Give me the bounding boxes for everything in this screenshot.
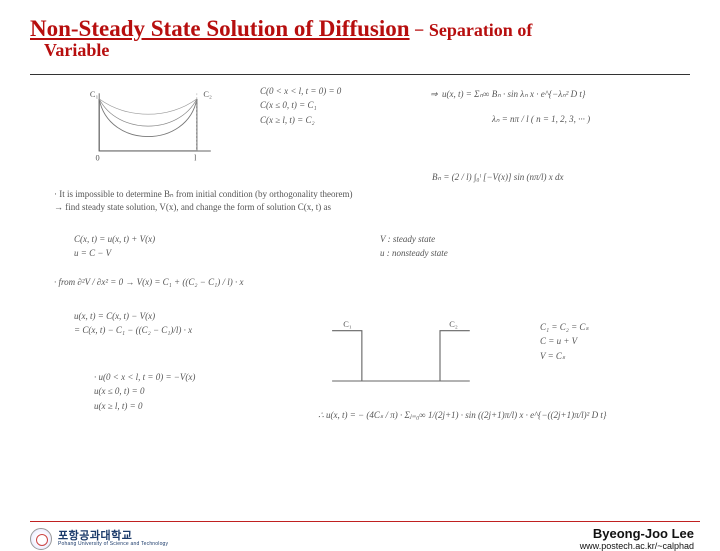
cconsts-l1: C₁ = C₂ = Cₛ — [540, 320, 589, 334]
logo-en: Pohang University of Science and Technol… — [58, 542, 168, 547]
author-credit: Byeong-Joo Lee www.postech.ac.kr/~calpha… — [580, 526, 694, 551]
graph-step-profile: C₁ C₂ — [320, 314, 480, 394]
implies-icon: ⇒ — [430, 89, 438, 99]
bc1-l2: C(x ≤ 0, t) = C₁ — [260, 98, 341, 112]
graph2-c2: C₂ — [449, 320, 458, 329]
title-dash: − — [410, 20, 429, 40]
note1-l2: → find steady state solution, V(x), and … — [54, 201, 353, 214]
series-solution: ⇒ u(x, t) = Σₙ∞ Bₙ · sin λₙ x · e^{−λₙ² … — [430, 86, 590, 128]
page-title-bar: Non-Steady State Solution of Diffusion −… — [0, 0, 720, 65]
bc1-l3: C(x ≥ l, t) = C₂ — [260, 113, 341, 127]
note1-l1: · It is impossible to determine Bₙ from … — [54, 188, 353, 201]
state-labels: V : steady state u : nonsteady state — [380, 232, 448, 261]
bc1-l1: C(0 < x < l, t = 0) = 0 — [260, 84, 341, 98]
content-area: C₁ C₂ 0 l C(0 < x < l, t = 0) = 0 C(x ≤ … — [50, 80, 690, 480]
graph1-origin: 0 — [95, 153, 99, 162]
utx-l1: u(x, t) = C(x, t) − V(x) — [74, 310, 192, 324]
boundary-conditions-1: C(0 < x < l, t = 0) = 0 C(x ≤ 0, t) = C₁… — [260, 84, 341, 127]
graph-initial-profile: C₁ C₂ 0 l — [80, 84, 230, 164]
utx-l2: = C(x, t) − C₁ − ((C₂ − C₁)/l) · x — [74, 324, 192, 338]
graph1-c2-label: C₂ — [203, 90, 212, 99]
graph1-c1-label: C₁ — [90, 90, 99, 99]
subeq1-l1: C(x, t) = u(x, t) + V(x) — [74, 232, 155, 246]
graph1-l: l — [194, 153, 197, 162]
title-rule — [30, 74, 690, 75]
steady-state-derivation: · from ∂²V / ∂x² = 0 → V(x) = C₁ + ((C₂ … — [54, 277, 243, 287]
bc2-l2: u(x ≤ 0, t) = 0 — [94, 384, 195, 398]
series-lambda: λₙ = nπ / l ( n = 1, 2, 3, ··· ) — [492, 111, 590, 128]
logo-text: 포항공과대학교 Pohang University of Science and… — [58, 531, 168, 547]
title-sub2: Variable — [44, 40, 690, 61]
orthogonality-note: · It is impossible to determine Bₙ from … — [54, 188, 353, 214]
cconsts-l2: C = u + V — [540, 334, 589, 348]
graph2-c1: C₁ — [343, 320, 352, 329]
logo-badge-icon — [30, 528, 52, 550]
decomposition-eqs: C(x, t) = u(x, t) + V(x) u = C − V — [74, 232, 155, 261]
subeq1-l2: u = C − V — [74, 246, 155, 260]
bc2-l3: u(x ≥ l, t) = 0 — [94, 399, 195, 413]
credit-name: Byeong-Joo Lee — [580, 526, 694, 541]
series-uxt: u(x, t) = Σₙ∞ Bₙ · sin λₙ x · e^{−λₙ² D … — [442, 89, 585, 99]
cconsts-l3: V = Cₛ — [540, 349, 589, 363]
bn-integral: Bₙ = (2 / l) ∫₀ˡ [−V(x)] sin (nπ/l) x dx — [432, 172, 564, 183]
title-main: Non-Steady State Solution of Diffusion — [30, 16, 410, 41]
constants-block: C₁ = C₂ = Cₛ C = u + V V = Cₛ — [540, 320, 589, 363]
boundary-conditions-2: · u(0 < x < l, t = 0) = −V(x) u(x ≤ 0, t… — [94, 370, 195, 413]
logo-kr: 포항공과대학교 — [58, 531, 168, 542]
final-solution: ∴ u(x, t) = − (4Cₛ / π) · Σⱼ₌₀∞ 1/(2j+1)… — [318, 410, 606, 421]
nonsteady-expr: u(x, t) = C(x, t) − V(x) = C(x, t) − C₁ … — [74, 310, 192, 337]
labels-vs-l2: u : nonsteady state — [380, 246, 448, 260]
university-logo: 포항공과대학교 Pohang University of Science and… — [30, 528, 168, 550]
title-sub: Separation of — [429, 20, 533, 40]
labels-vs-l1: V : steady state — [380, 232, 448, 246]
bc2-l1: · u(0 < x < l, t = 0) = −V(x) — [94, 370, 195, 384]
credit-url: www.postech.ac.kr/~calphad — [580, 541, 694, 551]
page-footer: 포항공과대학교 Pohang University of Science and… — [30, 521, 700, 526]
